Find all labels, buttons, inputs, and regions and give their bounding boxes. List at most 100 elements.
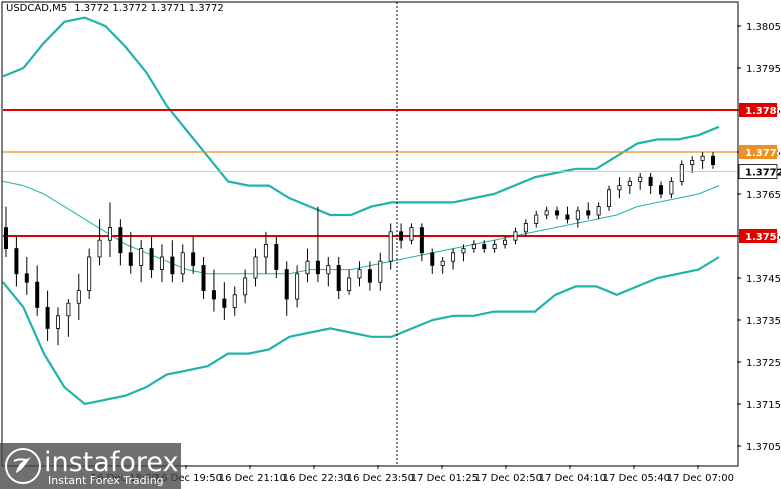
candle-body [471, 243, 476, 249]
candle [586, 202, 591, 220]
candle [315, 206, 320, 283]
candle-body [347, 277, 352, 291]
x-tick-label: 16 Dec 23:50 [347, 473, 414, 484]
candle-body [284, 269, 289, 300]
candle-body [669, 180, 674, 195]
svg-text:1.3785: 1.3785 [745, 106, 781, 117]
candle [378, 252, 383, 291]
svg-text:1.3755: 1.3755 [745, 232, 781, 243]
candle [326, 257, 331, 287]
candle-body [627, 180, 632, 186]
candle-body [399, 231, 404, 241]
candle [607, 185, 612, 211]
candle-body [222, 298, 227, 308]
candle [627, 177, 632, 194]
candle-body [263, 243, 268, 258]
y-tick-label: 1.3765 [746, 190, 781, 201]
candle [534, 210, 539, 228]
svg-text:1.3775: 1.3775 [745, 148, 781, 159]
candle [14, 236, 19, 287]
x-tick-label: 16 Dec 21:10 [219, 473, 286, 484]
candle-body [586, 210, 591, 216]
candle-body [659, 185, 664, 195]
candle [638, 173, 643, 190]
candle-body [149, 248, 154, 271]
x-tick-label: 16 Dec 22:30 [283, 473, 350, 484]
candle [305, 248, 310, 283]
candle [274, 236, 279, 278]
y-tick-label: 1.3725 [746, 358, 781, 369]
candle-body [35, 281, 40, 308]
candle-body [253, 256, 258, 279]
y-tick-label: 1.3715 [746, 400, 781, 411]
candle-body [87, 256, 92, 291]
candle-body [648, 176, 653, 186]
candle-body [315, 260, 320, 275]
candle-body [24, 273, 29, 283]
y-tick-label: 1.3705 [746, 442, 781, 453]
candle-body [555, 210, 560, 216]
candle [243, 269, 248, 304]
candle-body [679, 164, 684, 182]
chart-title: USDCAD,M5 1.3772 1.3772 1.3771 1.3772 [6, 3, 224, 14]
candle [565, 206, 570, 224]
band-upper [2, 16, 720, 217]
level-tag-1.3775: 1.3775 [739, 145, 781, 159]
candle-body [274, 243, 279, 270]
plot-frame [1, 1, 739, 467]
candle-body [534, 214, 539, 224]
candle-body [55, 315, 60, 329]
candle-body [97, 239, 102, 258]
candle [492, 240, 497, 253]
x-tick-label: 17 Dec 01:25 [411, 473, 478, 484]
candle [347, 269, 352, 295]
candle [180, 244, 185, 283]
candle-body [170, 256, 175, 275]
x-tick-label: 16 Dec 19:50 [155, 473, 222, 484]
candle [118, 219, 123, 266]
candle-body [419, 227, 424, 254]
candle [201, 257, 206, 299]
candle-body [367, 269, 372, 283]
candle [128, 231, 133, 274]
y-tick-label: 1.3745 [746, 274, 781, 285]
candle [555, 206, 560, 220]
candle [149, 236, 154, 278]
level-tag-1.3755: 1.3755 [739, 229, 781, 243]
candle-body [107, 227, 112, 241]
x-tick-label: 17 Dec 04:10 [539, 473, 606, 484]
level-tag-1.3785: 1.3785 [739, 103, 781, 117]
candle-body [565, 214, 570, 220]
logo-brand: instaforex [44, 447, 179, 478]
candle [55, 307, 60, 346]
candle-body [66, 302, 71, 317]
candle [523, 219, 528, 236]
candle-body [211, 290, 216, 300]
candle [35, 265, 40, 316]
candle [139, 240, 144, 283]
candle [669, 177, 674, 199]
candle [24, 257, 29, 295]
candle [461, 244, 466, 262]
candle-body [388, 231, 393, 262]
candle [451, 248, 456, 270]
candle [544, 206, 549, 220]
x-tick-label: 17 Dec 07:00 [667, 473, 734, 484]
candle-body [159, 256, 164, 270]
candle [513, 227, 518, 245]
x-tick-label: 17 Dec 02:50 [475, 473, 542, 484]
candle-body [482, 243, 487, 249]
candle [617, 177, 622, 199]
candle-body [118, 227, 123, 254]
x-tick-label: 17 Dec 05:40 [603, 473, 670, 484]
svg-text:1.3772: 1.3772 [745, 168, 781, 179]
candle-body [523, 222, 528, 233]
candle [575, 206, 580, 228]
candle-body [191, 252, 196, 266]
candle-body [14, 248, 19, 275]
candle-body [139, 248, 144, 266]
candles [4, 152, 716, 346]
y-tick-label: 1.3805 [746, 22, 781, 33]
candle [471, 240, 476, 253]
